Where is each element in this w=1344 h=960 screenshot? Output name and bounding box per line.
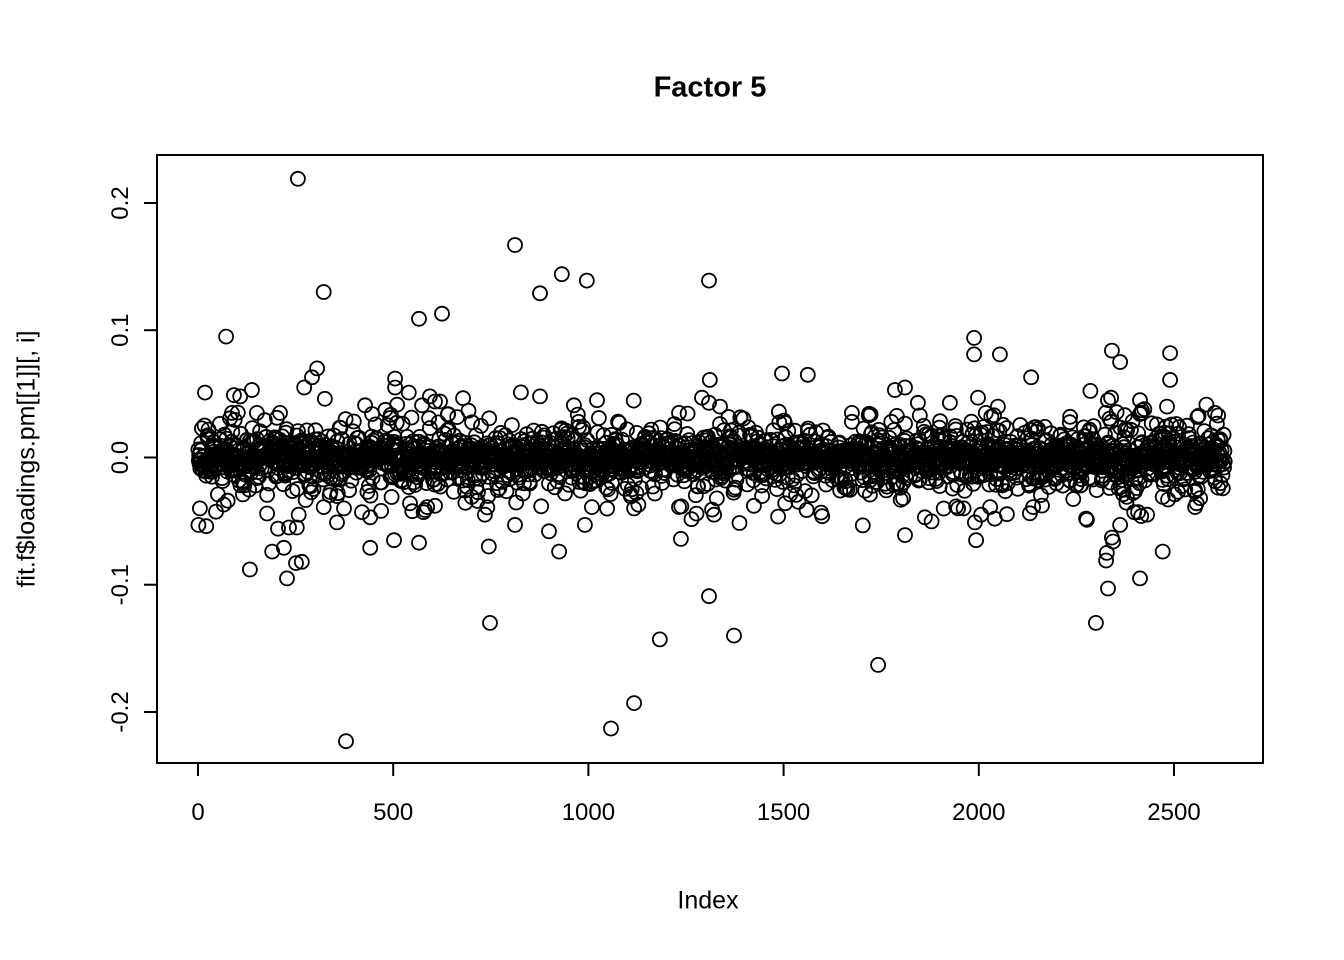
x-axis-ticks (197, 763, 1175, 776)
y-axis-ticks (144, 202, 157, 713)
x-tick-label: 500 (373, 799, 413, 826)
x-tick-label: 0 (191, 799, 204, 826)
plot-title: Factor 5 (653, 71, 767, 104)
outlier-points (190, 170, 1226, 750)
x-tick-label: 2500 (1147, 799, 1200, 826)
x-tick-label: 2000 (952, 799, 1005, 826)
y-tick-label: 0.2 (107, 186, 134, 219)
y-tick-label: 0.1 (107, 314, 134, 347)
y-tick-labels: -0.2 -0.1 0.0 0.1 0.2 (107, 186, 134, 732)
plot-border (156, 154, 1264, 764)
x-axis-label: Index (677, 886, 739, 915)
data-points (190, 382, 1233, 534)
x-tick-labels: 0 500 1000 1500 2000 2500 (191, 799, 1200, 826)
y-tick-label: -0.1 (107, 564, 134, 605)
y-tick-label: -0.2 (107, 691, 134, 732)
y-tick-label: 0.0 (107, 441, 134, 474)
x-tick-label: 1000 (562, 799, 615, 826)
x-tick-label: 1500 (757, 799, 810, 826)
